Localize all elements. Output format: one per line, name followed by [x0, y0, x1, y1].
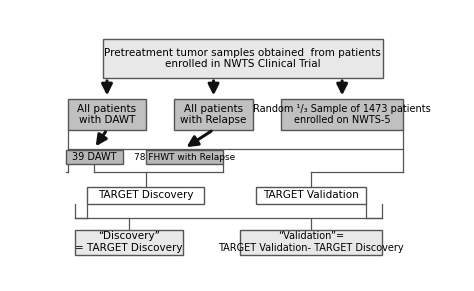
- Text: All patients
with Relapse: All patients with Relapse: [180, 104, 247, 125]
- FancyBboxPatch shape: [240, 230, 382, 255]
- Text: TARGET Validation: TARGET Validation: [263, 190, 359, 200]
- FancyBboxPatch shape: [282, 99, 403, 129]
- Text: 39 DAWT: 39 DAWT: [72, 152, 117, 162]
- Text: Random ¹/₃ Sample of 1473 patients
enrolled on NWTS-5: Random ¹/₃ Sample of 1473 patients enrol…: [253, 104, 431, 125]
- FancyBboxPatch shape: [174, 99, 253, 129]
- Text: “Validation”=
TARGET Validation- TARGET Discovery: “Validation”= TARGET Validation- TARGET …: [218, 231, 404, 253]
- FancyBboxPatch shape: [66, 150, 123, 164]
- FancyBboxPatch shape: [75, 230, 183, 255]
- FancyBboxPatch shape: [67, 99, 146, 129]
- Text: 78 FHWT with Relapse: 78 FHWT with Relapse: [134, 152, 235, 162]
- FancyBboxPatch shape: [256, 187, 366, 203]
- Text: All patients
with DAWT: All patients with DAWT: [77, 104, 137, 125]
- Text: Pretreatment tumor samples obtained  from patients
enrolled in NWTS Clinical Tri: Pretreatment tumor samples obtained from…: [104, 48, 382, 69]
- FancyBboxPatch shape: [146, 150, 223, 164]
- FancyBboxPatch shape: [103, 39, 383, 78]
- Text: TARGET Discovery: TARGET Discovery: [98, 190, 193, 200]
- Text: “Discovery”
= TARGET Discovery: “Discovery” = TARGET Discovery: [75, 231, 183, 253]
- FancyBboxPatch shape: [87, 187, 204, 203]
